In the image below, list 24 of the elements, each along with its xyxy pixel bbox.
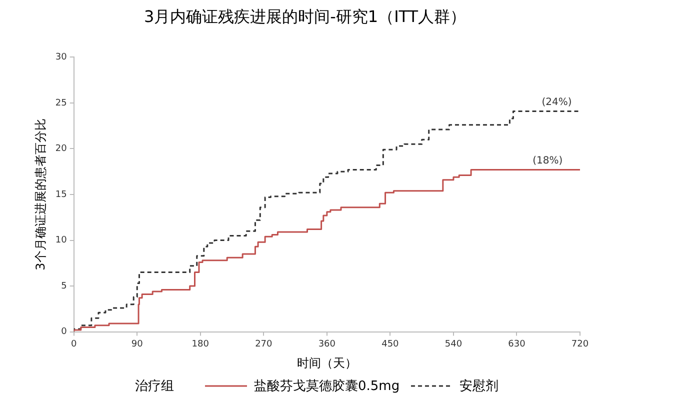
y-axis-title: 3个月确证进展的患者百分比 xyxy=(33,118,48,270)
chart-title: 3月内确证残疾进展的时间-研究1（ITT人群） xyxy=(144,6,466,26)
y-tick-label: 10 xyxy=(55,236,68,246)
x-tick-label: 0 xyxy=(70,340,77,350)
x-tick-label: 630 xyxy=(508,340,526,350)
x-tick-label: 540 xyxy=(444,340,462,350)
y-tick-label: 30 xyxy=(55,52,68,63)
x-tick-label: 450 xyxy=(382,340,400,350)
legend-title: 治疗组 xyxy=(135,378,174,395)
x-tick-label: 720 xyxy=(571,340,589,350)
annotation: (24%) xyxy=(542,96,572,108)
annotation: (18%) xyxy=(532,155,563,166)
x-tick-label: 360 xyxy=(318,340,336,350)
legend-label: 安慰剂 xyxy=(460,378,499,395)
x-tick-label: 90 xyxy=(131,340,144,350)
legend-label: 盐酸芬戈莫德胶囊0.5mg xyxy=(254,378,400,395)
y-tick-label: 0 xyxy=(61,327,68,338)
y-tick-label: 20 xyxy=(55,144,68,154)
x-tick-label: 270 xyxy=(255,340,273,350)
y-tick-label: 5 xyxy=(61,281,67,292)
y-tick-label: 25 xyxy=(55,98,67,108)
y-tick-label: 15 xyxy=(55,190,67,200)
x-axis-title: 时间（天） xyxy=(296,356,357,370)
x-tick-label: 180 xyxy=(192,340,210,350)
